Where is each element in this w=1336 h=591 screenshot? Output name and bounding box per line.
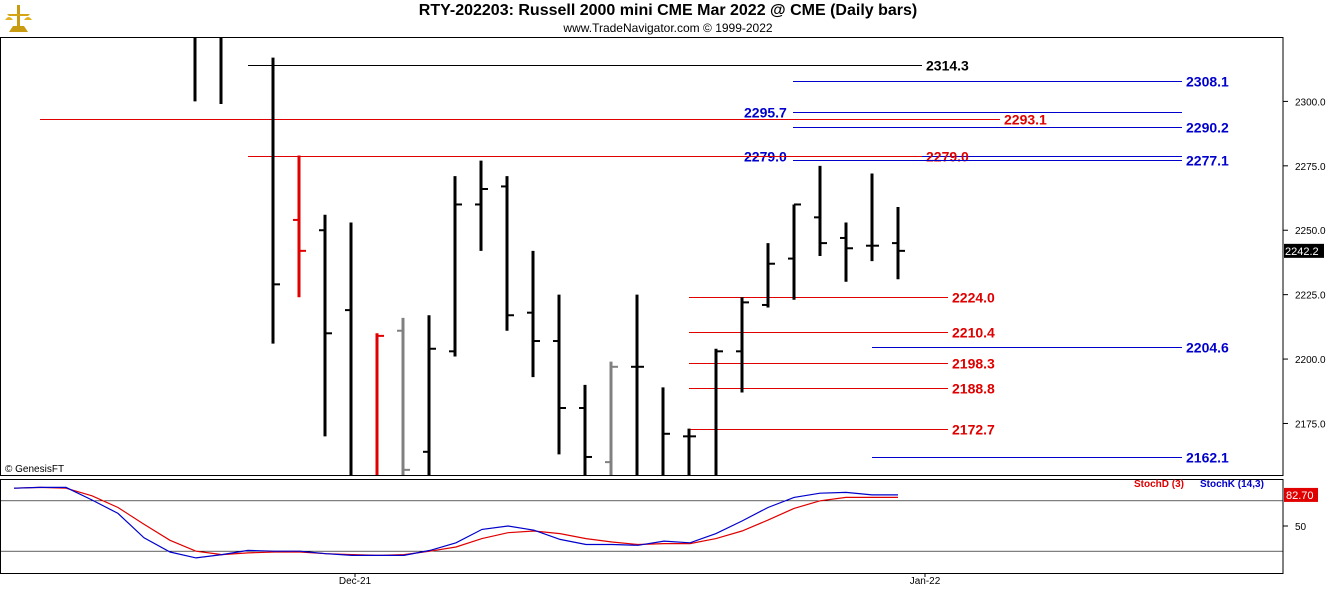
level-label: 2172.7 xyxy=(952,422,995,438)
price-panel xyxy=(0,37,1284,476)
y-tick-label: 2200.0 xyxy=(1295,355,1326,366)
stochd-line xyxy=(13,486,898,557)
stochastic-panel: 50 StochD (3) StochK (14,3) 82.70 xyxy=(1,479,1318,559)
level-label: 2162.1 xyxy=(1186,450,1229,466)
last-price-box xyxy=(1284,243,1324,258)
level-label: 2210.4 xyxy=(952,325,995,341)
level-label: 2290.2 xyxy=(1186,120,1229,136)
price-bars xyxy=(193,37,905,475)
level-label: 2295.7 xyxy=(744,105,787,121)
level-label: 2308.1 xyxy=(1186,74,1229,90)
level-label: 2188.8 xyxy=(952,381,995,397)
chart-subtitle: www.TradeNavigator.com © 1999-2022 xyxy=(563,21,773,35)
oscillator-panel xyxy=(0,479,1284,574)
level-label: 2314.3 xyxy=(926,58,969,74)
level-label: 2293.1 xyxy=(1004,112,1047,128)
osc-last-box xyxy=(1284,487,1318,502)
logo-icon xyxy=(2,2,36,36)
y-tick-label: 2275.0 xyxy=(1295,162,1326,173)
y-tick-label: 2300.0 xyxy=(1295,97,1326,108)
chart-frame: © GenesisFT xyxy=(0,37,1284,574)
y-tick-label: 2225.0 xyxy=(1295,291,1326,302)
last-price-label: 2242.2 xyxy=(1285,246,1319,258)
time-axis: Dec-21 Jan-22 xyxy=(339,573,941,587)
y-tick-label: 2175.0 xyxy=(1295,419,1326,430)
chart-title: RTY-202203: Russell 2000 mini CME Mar 20… xyxy=(418,2,918,19)
watermark: © GenesisFT xyxy=(5,464,64,475)
osc-y-tick-label: 50 xyxy=(1295,522,1307,533)
x-tick-label: Jan-22 xyxy=(910,576,941,587)
level-label: 2198.3 xyxy=(952,356,995,372)
level-label: 2279.0 xyxy=(926,149,969,165)
osc-last-label: 82.70 xyxy=(1286,490,1314,502)
price-axis: 2300.0 2275.0 2250.0 2225.0 2200.0 2175.0 2242… xyxy=(1283,97,1326,430)
x-tick-label: Dec-21 xyxy=(339,576,372,587)
y-tick-label: 2250.0 xyxy=(1295,226,1326,237)
stochk-legend: StochK (14,3) xyxy=(1200,479,1264,490)
level-label: 2204.6 xyxy=(1186,340,1229,356)
level-label: 2277.1 xyxy=(1186,153,1229,169)
level-label: 2224.0 xyxy=(952,290,995,306)
stochk-line xyxy=(13,486,898,559)
stochd-legend: StochD (3) xyxy=(1134,479,1184,490)
